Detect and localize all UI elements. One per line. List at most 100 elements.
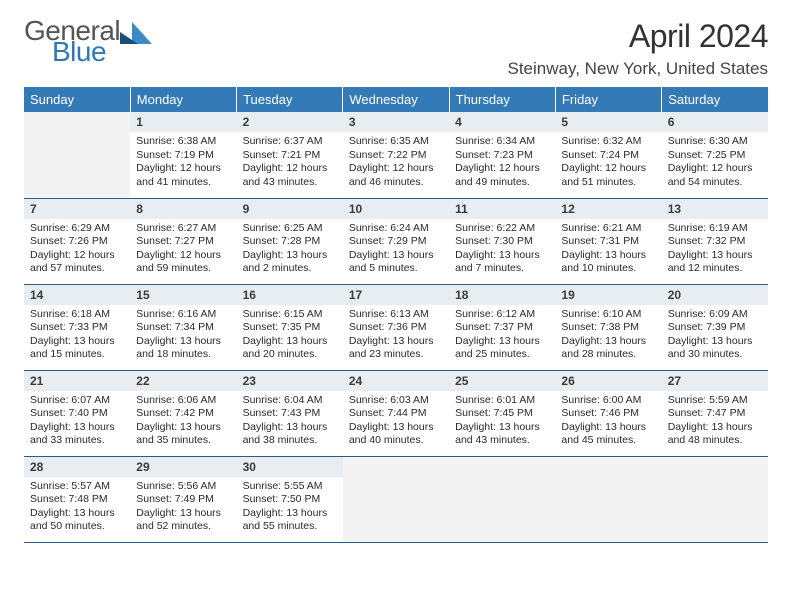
sunrise-line: Sunrise: 6:25 AM bbox=[243, 222, 337, 236]
calendar-cell: 10Sunrise: 6:24 AMSunset: 7:29 PMDayligh… bbox=[343, 198, 449, 284]
calendar-cell: 7Sunrise: 6:29 AMSunset: 7:26 PMDaylight… bbox=[24, 198, 130, 284]
sunset-line: Sunset: 7:32 PM bbox=[668, 235, 762, 249]
sunrise-line: Sunrise: 5:57 AM bbox=[30, 480, 124, 494]
day-details: Sunrise: 6:13 AMSunset: 7:36 PMDaylight:… bbox=[343, 305, 449, 367]
daylight-line: Daylight: 13 hours and 55 minutes. bbox=[243, 507, 337, 534]
sunrise-line: Sunrise: 6:24 AM bbox=[349, 222, 443, 236]
day-header-friday: Friday bbox=[555, 87, 661, 112]
calendar-cell: 4Sunrise: 6:34 AMSunset: 7:23 PMDaylight… bbox=[449, 112, 555, 198]
daylight-line: Daylight: 13 hours and 28 minutes. bbox=[561, 335, 655, 362]
sunset-line: Sunset: 7:24 PM bbox=[561, 149, 655, 163]
day-details: Sunrise: 6:04 AMSunset: 7:43 PMDaylight:… bbox=[237, 391, 343, 453]
daylight-line: Daylight: 13 hours and 18 minutes. bbox=[136, 335, 230, 362]
day-header-monday: Monday bbox=[130, 87, 236, 112]
day-number: 23 bbox=[237, 371, 343, 391]
calendar-cell: 5Sunrise: 6:32 AMSunset: 7:24 PMDaylight… bbox=[555, 112, 661, 198]
calendar-cell: 18Sunrise: 6:12 AMSunset: 7:37 PMDayligh… bbox=[449, 284, 555, 370]
day-number: 24 bbox=[343, 371, 449, 391]
sunrise-line: Sunrise: 6:04 AM bbox=[243, 394, 337, 408]
day-number: 13 bbox=[662, 199, 768, 219]
day-details: Sunrise: 6:34 AMSunset: 7:23 PMDaylight:… bbox=[449, 132, 555, 194]
day-details: Sunrise: 6:38 AMSunset: 7:19 PMDaylight:… bbox=[130, 132, 236, 194]
calendar-header-row: SundayMondayTuesdayWednesdayThursdayFrid… bbox=[24, 87, 768, 112]
sunset-line: Sunset: 7:45 PM bbox=[455, 407, 549, 421]
calendar-cell: 22Sunrise: 6:06 AMSunset: 7:42 PMDayligh… bbox=[130, 370, 236, 456]
daylight-line: Daylight: 13 hours and 38 minutes. bbox=[243, 421, 337, 448]
calendar-cell: 15Sunrise: 6:16 AMSunset: 7:34 PMDayligh… bbox=[130, 284, 236, 370]
calendar-cell: 26Sunrise: 6:00 AMSunset: 7:46 PMDayligh… bbox=[555, 370, 661, 456]
calendar-cell bbox=[343, 456, 449, 542]
sunset-line: Sunset: 7:27 PM bbox=[136, 235, 230, 249]
sunset-line: Sunset: 7:30 PM bbox=[455, 235, 549, 249]
sunset-line: Sunset: 7:36 PM bbox=[349, 321, 443, 335]
day-number: 12 bbox=[555, 199, 661, 219]
daylight-line: Daylight: 13 hours and 2 minutes. bbox=[243, 249, 337, 276]
daylight-line: Daylight: 13 hours and 48 minutes. bbox=[668, 421, 762, 448]
sunrise-line: Sunrise: 6:19 AM bbox=[668, 222, 762, 236]
day-number: 3 bbox=[343, 112, 449, 132]
calendar-cell: 29Sunrise: 5:56 AMSunset: 7:49 PMDayligh… bbox=[130, 456, 236, 542]
day-number: 7 bbox=[24, 199, 130, 219]
sunrise-line: Sunrise: 6:03 AM bbox=[349, 394, 443, 408]
sunset-line: Sunset: 7:26 PM bbox=[30, 235, 124, 249]
sunrise-line: Sunrise: 6:32 AM bbox=[561, 135, 655, 149]
day-details: Sunrise: 6:18 AMSunset: 7:33 PMDaylight:… bbox=[24, 305, 130, 367]
calendar-cell: 14Sunrise: 6:18 AMSunset: 7:33 PMDayligh… bbox=[24, 284, 130, 370]
calendar-cell: 21Sunrise: 6:07 AMSunset: 7:40 PMDayligh… bbox=[24, 370, 130, 456]
calendar-table: SundayMondayTuesdayWednesdayThursdayFrid… bbox=[24, 87, 768, 543]
day-header-sunday: Sunday bbox=[24, 87, 130, 112]
calendar-cell: 13Sunrise: 6:19 AMSunset: 7:32 PMDayligh… bbox=[662, 198, 768, 284]
sunset-line: Sunset: 7:23 PM bbox=[455, 149, 549, 163]
sunset-line: Sunset: 7:39 PM bbox=[668, 321, 762, 335]
day-number: 29 bbox=[130, 457, 236, 477]
sunrise-line: Sunrise: 6:07 AM bbox=[30, 394, 124, 408]
header: General Blue April 2024 Steinway, New Yo… bbox=[24, 18, 768, 79]
sunset-line: Sunset: 7:37 PM bbox=[455, 321, 549, 335]
brand-text: General Blue bbox=[24, 18, 120, 65]
sunrise-line: Sunrise: 6:30 AM bbox=[668, 135, 762, 149]
month-title: April 2024 bbox=[508, 18, 769, 55]
calendar-row: 21Sunrise: 6:07 AMSunset: 7:40 PMDayligh… bbox=[24, 370, 768, 456]
sunset-line: Sunset: 7:49 PM bbox=[136, 493, 230, 507]
day-details: Sunrise: 6:25 AMSunset: 7:28 PMDaylight:… bbox=[237, 219, 343, 281]
day-number: 21 bbox=[24, 371, 130, 391]
calendar-cell bbox=[662, 456, 768, 542]
sunrise-line: Sunrise: 6:29 AM bbox=[30, 222, 124, 236]
calendar-cell: 12Sunrise: 6:21 AMSunset: 7:31 PMDayligh… bbox=[555, 198, 661, 284]
sunset-line: Sunset: 7:28 PM bbox=[243, 235, 337, 249]
daylight-line: Daylight: 12 hours and 59 minutes. bbox=[136, 249, 230, 276]
day-header-wednesday: Wednesday bbox=[343, 87, 449, 112]
sunrise-line: Sunrise: 5:55 AM bbox=[243, 480, 337, 494]
day-details: Sunrise: 6:12 AMSunset: 7:37 PMDaylight:… bbox=[449, 305, 555, 367]
calendar-cell: 25Sunrise: 6:01 AMSunset: 7:45 PMDayligh… bbox=[449, 370, 555, 456]
daylight-line: Daylight: 13 hours and 30 minutes. bbox=[668, 335, 762, 362]
calendar-row: 28Sunrise: 5:57 AMSunset: 7:48 PMDayligh… bbox=[24, 456, 768, 542]
sunset-line: Sunset: 7:22 PM bbox=[349, 149, 443, 163]
sunset-line: Sunset: 7:43 PM bbox=[243, 407, 337, 421]
sunrise-line: Sunrise: 6:34 AM bbox=[455, 135, 549, 149]
sunset-line: Sunset: 7:44 PM bbox=[349, 407, 443, 421]
day-header-thursday: Thursday bbox=[449, 87, 555, 112]
sunset-line: Sunset: 7:48 PM bbox=[30, 493, 124, 507]
calendar-cell: 30Sunrise: 5:55 AMSunset: 7:50 PMDayligh… bbox=[237, 456, 343, 542]
day-details: Sunrise: 6:21 AMSunset: 7:31 PMDaylight:… bbox=[555, 219, 661, 281]
day-number: 8 bbox=[130, 199, 236, 219]
sunrise-line: Sunrise: 6:15 AM bbox=[243, 308, 337, 322]
daylight-line: Daylight: 12 hours and 43 minutes. bbox=[243, 162, 337, 189]
sunset-line: Sunset: 7:25 PM bbox=[668, 149, 762, 163]
sunset-line: Sunset: 7:19 PM bbox=[136, 149, 230, 163]
daylight-line: Daylight: 13 hours and 33 minutes. bbox=[30, 421, 124, 448]
day-header-saturday: Saturday bbox=[662, 87, 768, 112]
calendar-cell: 11Sunrise: 6:22 AMSunset: 7:30 PMDayligh… bbox=[449, 198, 555, 284]
calendar-cell: 3Sunrise: 6:35 AMSunset: 7:22 PMDaylight… bbox=[343, 112, 449, 198]
sunset-line: Sunset: 7:34 PM bbox=[136, 321, 230, 335]
calendar-page: General Blue April 2024 Steinway, New Yo… bbox=[0, 0, 792, 612]
title-block: April 2024 Steinway, New York, United St… bbox=[508, 18, 769, 79]
day-details: Sunrise: 6:15 AMSunset: 7:35 PMDaylight:… bbox=[237, 305, 343, 367]
calendar-cell: 8Sunrise: 6:27 AMSunset: 7:27 PMDaylight… bbox=[130, 198, 236, 284]
day-header-tuesday: Tuesday bbox=[237, 87, 343, 112]
sunset-line: Sunset: 7:35 PM bbox=[243, 321, 337, 335]
day-details: Sunrise: 6:16 AMSunset: 7:34 PMDaylight:… bbox=[130, 305, 236, 367]
day-details: Sunrise: 6:22 AMSunset: 7:30 PMDaylight:… bbox=[449, 219, 555, 281]
day-details: Sunrise: 6:00 AMSunset: 7:46 PMDaylight:… bbox=[555, 391, 661, 453]
